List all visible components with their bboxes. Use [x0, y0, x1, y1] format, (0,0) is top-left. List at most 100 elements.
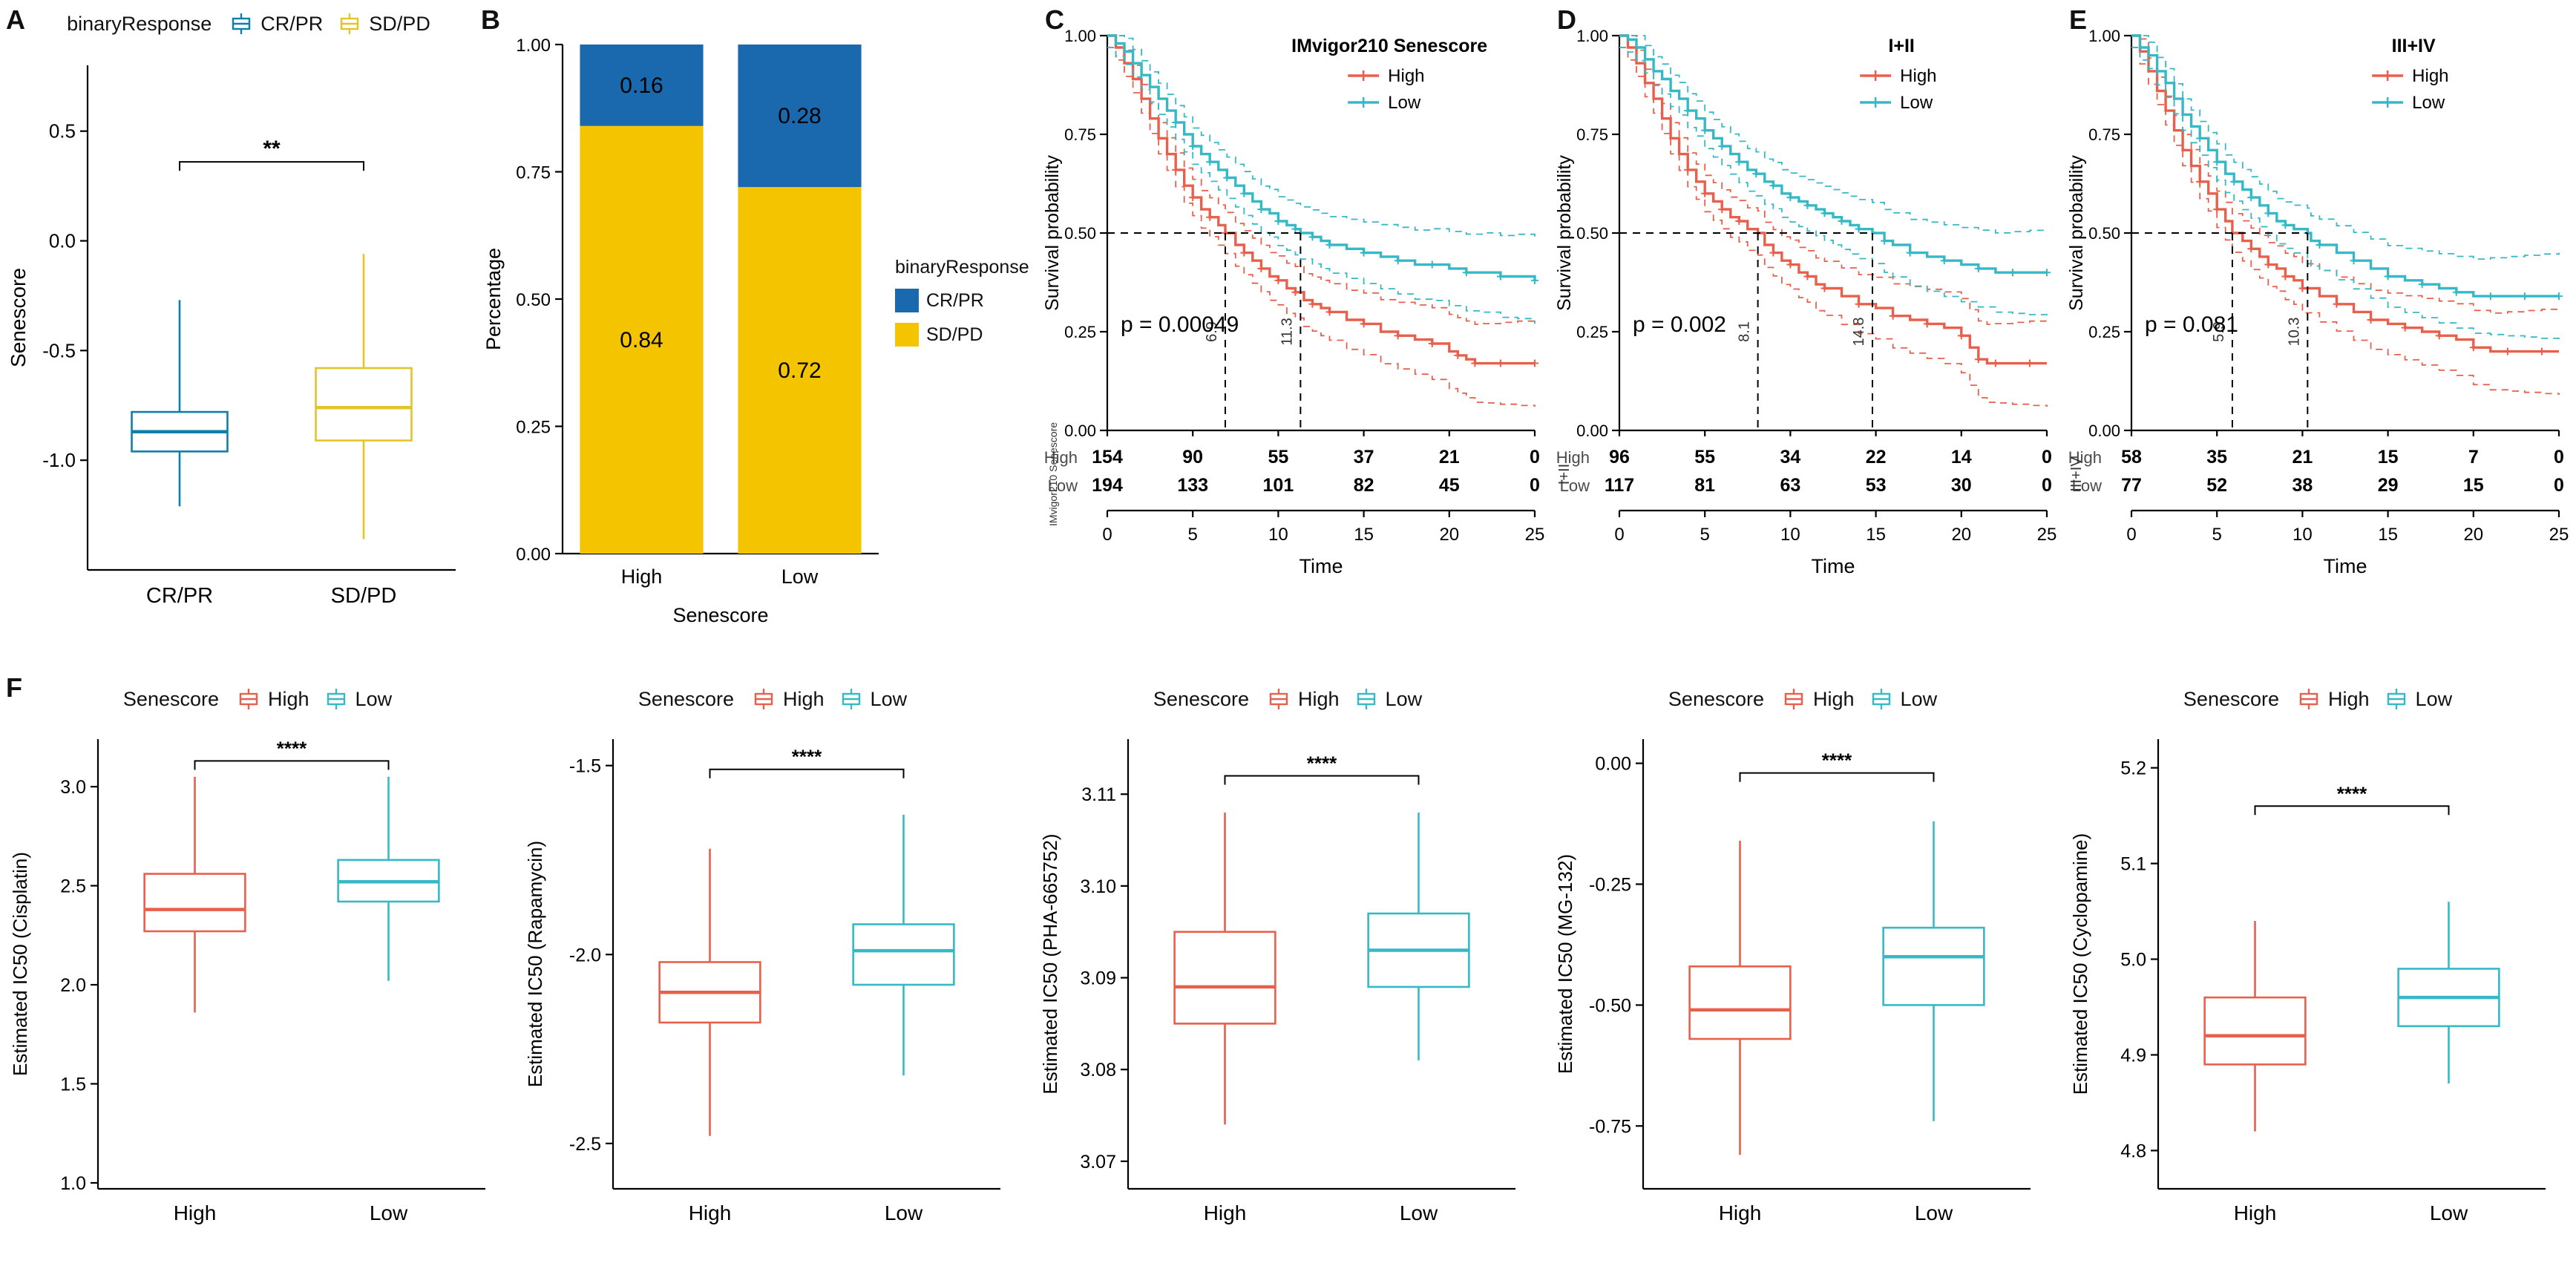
legend-item-sd-pd: SD/PD — [338, 12, 430, 36]
significance-bracket — [194, 760, 390, 770]
y-tick-label: 0.00 — [1064, 422, 1096, 440]
y-tick-label: 1.00 — [516, 36, 551, 56]
risk-count: 81 — [1694, 475, 1715, 496]
legend-label: Low — [1385, 687, 1423, 710]
x-category-label: Low — [1400, 1201, 1438, 1224]
y-tick-label: 1.00 — [1064, 27, 1096, 45]
box-low — [1882, 821, 1985, 1121]
panel-e: E 0.00 0.25 0.50 0.75 1.00 Survival probabili… — [2063, 0, 2575, 668]
censor-mark — [2043, 269, 2051, 277]
median-label: 11.3 — [1279, 318, 1295, 345]
ci-lower-low — [1107, 47, 1536, 324]
censor-mark — [1820, 209, 1829, 217]
censor-mark — [1531, 359, 1538, 367]
x-category-label: High — [621, 565, 663, 588]
box-iqr — [852, 923, 955, 986]
y-tick-label: 3.10 — [1080, 876, 1116, 897]
x-tick-label: 25 — [2549, 525, 2569, 545]
y-tick-label: 3.11 — [1081, 784, 1116, 805]
risk-count: 63 — [1780, 475, 1800, 496]
censor-mark — [1223, 174, 1231, 182]
censor-mark — [2418, 281, 2426, 289]
y-tick-label: 3.08 — [1080, 1060, 1116, 1080]
ic50-boxplot-estimated-ic50-pha-665752: 3.07 3.08 3.09 3.10 3.11 Estimated IC50 (PHA-… — [1039, 739, 1515, 1224]
x-category-label: High — [1204, 1201, 1247, 1224]
y-tick-label: 0.00 — [516, 545, 551, 565]
senescore-legend-3: Senescore High Low — [1668, 687, 1937, 711]
censor-mark — [1291, 225, 1300, 233]
box-iqr — [143, 873, 246, 933]
senescore-legend-4: Senescore High Low — [2183, 687, 2452, 711]
bar-segment-cr-pr — [738, 45, 862, 188]
censor-mark — [1735, 217, 1743, 226]
censor-mark — [1838, 217, 1846, 226]
survival-curve-high — [2131, 34, 2559, 353]
significance-stars: **** — [1307, 752, 1337, 774]
legend-label-low: Low — [1900, 93, 1933, 113]
significance-bracket — [1739, 772, 1935, 782]
censor-mark — [1803, 201, 1812, 209]
censor-mark — [1684, 107, 1692, 115]
box-cr-pr — [131, 300, 229, 507]
censor-mark — [1462, 269, 1470, 277]
risk-table-label: III+IV — [2068, 456, 2085, 492]
binary-response-legend-a: binaryResponse CR/PR SD/PD — [22, 12, 475, 36]
median-label: 6.9 — [1204, 321, 1220, 342]
y-tick-label: 0.25 — [1576, 323, 1608, 341]
x-tick-label: 15 — [1866, 525, 1886, 545]
risk-count: 96 — [1609, 447, 1630, 468]
y-tick-label: 0.00 — [2088, 422, 2120, 440]
box-low — [1367, 812, 1470, 1060]
box-iqr — [2203, 996, 2307, 1066]
boxplot-key-icon-high — [239, 689, 258, 709]
risk-count: 35 — [2206, 447, 2227, 468]
boxplot-key-icon-low — [327, 689, 345, 709]
panel-label-e: E — [2069, 4, 2088, 35]
censor-mark — [1172, 119, 1180, 127]
boxplot-key-icon-low — [1357, 689, 1375, 709]
censor-mark — [1735, 158, 1743, 166]
censor-mark — [1923, 320, 1931, 328]
p-value: p = 0.081 — [2145, 312, 2238, 337]
legend-label: SD/PD — [369, 12, 430, 35]
censor-mark — [2213, 158, 2221, 166]
censor-mark — [1855, 300, 1863, 308]
censor-mark — [2247, 245, 2255, 253]
censor-mark — [2384, 272, 2392, 281]
censor-mark — [1718, 142, 1726, 150]
censor-mark — [1308, 233, 1317, 241]
risk-count: 15 — [2463, 475, 2484, 496]
risk-count: 52 — [2206, 475, 2227, 496]
ci-lower-high — [1107, 47, 1536, 407]
y-tick-label: 0.25 — [516, 418, 551, 438]
y-tick-label: 3.07 — [1080, 1152, 1116, 1172]
panel-f-group-estimated-ic50-rapamycin: Senescore High Low -1.5 -2.0 -2.5 Estimated IC… — [515, 668, 1030, 1266]
box-high — [658, 848, 761, 1136]
risk-row-label-low: Low — [1560, 476, 1590, 495]
censor-mark — [1308, 300, 1317, 308]
censor-mark — [1855, 225, 1863, 233]
y-tick-label: 0.75 — [1576, 125, 1608, 144]
y-axis-label: Survival probability — [2066, 155, 2087, 311]
median-label: 14.8 — [1851, 318, 1867, 347]
censor-mark — [2264, 260, 2272, 269]
y-tick-label: 0.5 — [49, 120, 76, 142]
bar-value-label: 0.84 — [620, 328, 663, 352]
censor-mark — [1991, 359, 1999, 367]
censor-mark — [1240, 249, 1248, 257]
y-tick-label: 5.0 — [2120, 950, 2146, 971]
risk-count: 15 — [2378, 447, 2399, 468]
x-category-label: High — [689, 1201, 732, 1224]
risk-count: 0 — [2042, 475, 2052, 496]
risk-count: 53 — [1866, 475, 1887, 496]
legend-label-high: High — [2412, 66, 2448, 86]
x-tick-label: 25 — [2037, 525, 2057, 545]
boxplot-key-icon-high — [754, 689, 773, 709]
panel-label-c: C — [1045, 4, 1064, 35]
box-high — [2203, 920, 2307, 1132]
censor-mark — [2281, 272, 2290, 281]
legend-label: Low — [870, 687, 908, 710]
bar-value-label: 0.28 — [778, 104, 821, 128]
censor-mark — [1496, 359, 1504, 367]
